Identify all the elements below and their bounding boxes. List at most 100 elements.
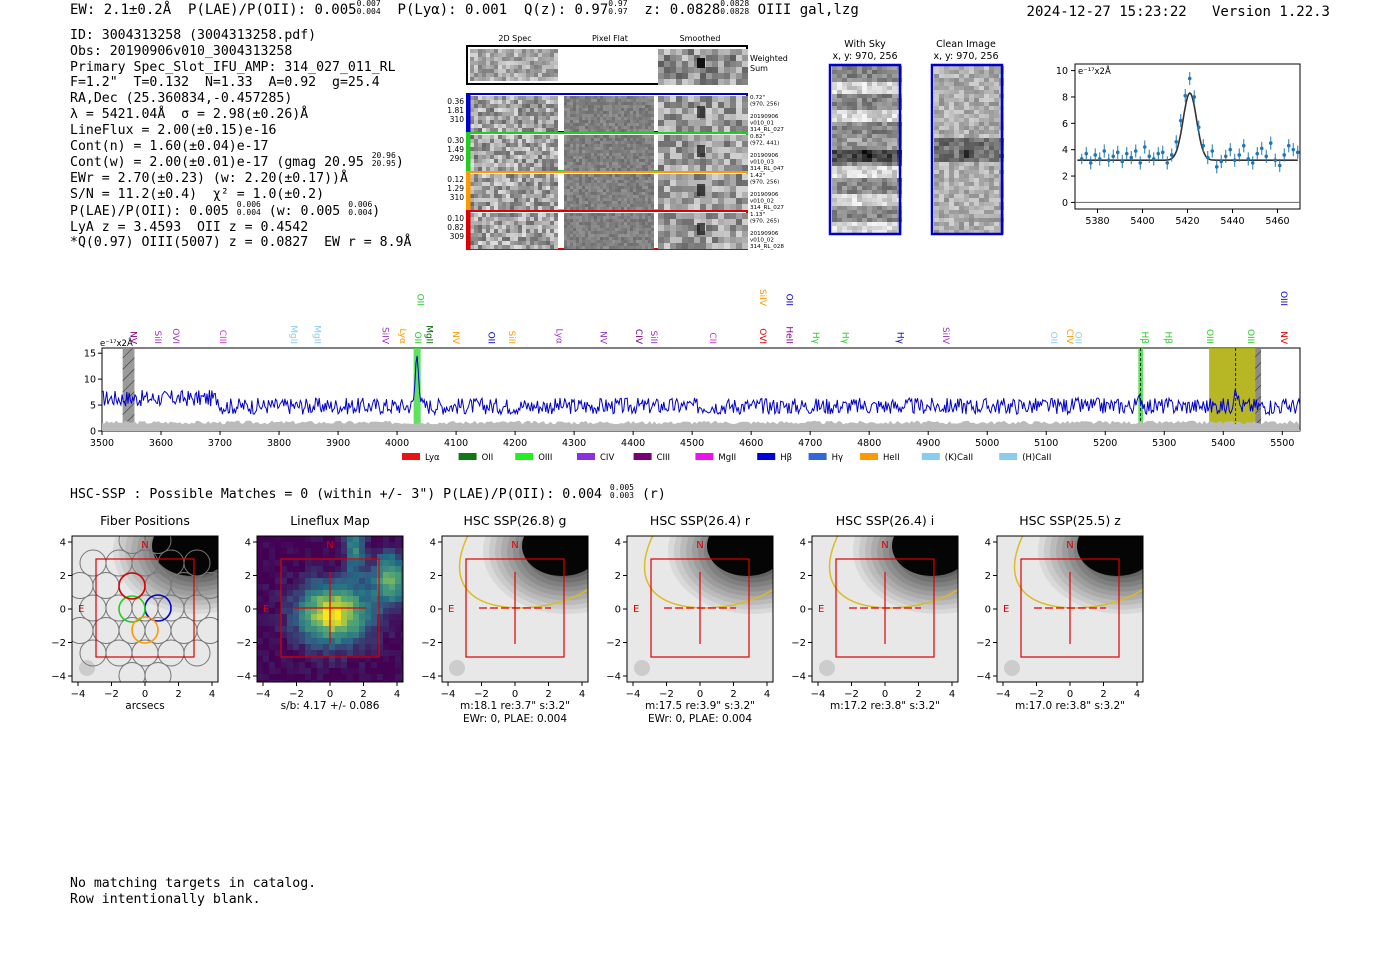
- flux-pixel: [371, 572, 377, 578]
- pixel: [842, 182, 847, 186]
- noise-cell: [490, 96, 494, 100]
- noise-cell: [522, 163, 526, 167]
- noise-cell: [612, 216, 615, 219]
- pixel: [954, 70, 959, 74]
- noise-cell: [567, 195, 570, 198]
- noise-cell: [502, 190, 506, 194]
- noise-cell: [597, 108, 600, 111]
- noise-cell: [470, 143, 474, 147]
- noise-cell: [712, 213, 718, 219]
- noise-cell: [470, 53, 474, 57]
- pixel: [949, 142, 954, 146]
- noise-cell: [585, 138, 588, 141]
- noise-cell: [573, 99, 576, 102]
- flux-pixel: [401, 554, 403, 560]
- noise-cell: [609, 135, 612, 138]
- noise-cell: [594, 186, 597, 189]
- flux-pixel: [347, 560, 353, 566]
- pixel: [979, 170, 984, 174]
- flux-pixel: [269, 656, 275, 662]
- pixel: [964, 210, 969, 214]
- noise-cell: [618, 180, 621, 183]
- noise-cell: [514, 237, 518, 241]
- pixel: [949, 186, 954, 190]
- pixel: [994, 134, 999, 138]
- pixel: [939, 94, 944, 98]
- noise-cell: [597, 234, 600, 237]
- noise-cell: [474, 225, 478, 229]
- noise-cell: [514, 151, 518, 155]
- noise-cell: [542, 135, 546, 139]
- pixel: [954, 114, 959, 118]
- noise-cell: [582, 198, 585, 201]
- info-sn: S/N = 11.2(±0.4) χ² = 1.0(±0.2): [70, 186, 325, 202]
- noise-cell: [522, 167, 526, 171]
- flux-pixel: [287, 536, 293, 542]
- pixel: [882, 174, 887, 178]
- noise-cell: [510, 229, 514, 233]
- pixel: [994, 198, 999, 202]
- flux-pixel: [305, 590, 311, 596]
- pixel: [842, 130, 847, 134]
- noise-cell: [530, 120, 534, 124]
- pixel: [939, 102, 944, 106]
- noise-cell: [621, 183, 624, 186]
- pixel: [852, 230, 857, 234]
- flux-pixel: [299, 596, 305, 602]
- noise-cell: [597, 225, 600, 228]
- noise-cell: [651, 141, 654, 144]
- noise-cell: [550, 128, 554, 132]
- noise-cell: [676, 186, 682, 192]
- noise-cell: [706, 55, 712, 61]
- noise-cell: [478, 178, 482, 182]
- noise-cell: [648, 147, 651, 150]
- noise-cell: [490, 245, 494, 249]
- noise-cell: [648, 207, 651, 210]
- flux-pixel: [299, 638, 305, 644]
- pixel: [959, 174, 964, 178]
- pixel: [867, 106, 872, 110]
- emission-line-label: SiII: [506, 330, 516, 344]
- noise-cell: [514, 178, 518, 182]
- noise-cell: [639, 147, 642, 150]
- pixel: [852, 122, 857, 126]
- noise-cell: [498, 194, 502, 198]
- noise-cell: [506, 65, 510, 69]
- sky-images: With Sky x, y: 970, 256 Clean Image x, y…: [828, 39, 1004, 236]
- pixel: [964, 182, 969, 186]
- noise-cell: [564, 105, 567, 108]
- noise-cell: [612, 183, 615, 186]
- noise-cell: [588, 168, 591, 171]
- noise-cell: [546, 217, 550, 221]
- noise-cell: [514, 53, 518, 57]
- noise-cell: [636, 213, 639, 216]
- noise-cell: [546, 135, 550, 139]
- noise-cell: [474, 104, 478, 108]
- pixel: [939, 130, 944, 134]
- pixel: [882, 78, 887, 82]
- noise-cell: [570, 129, 573, 132]
- noise-cell: [546, 186, 550, 190]
- noise-cell: [474, 213, 478, 217]
- noise-cell: [724, 192, 730, 198]
- noise-cell: [651, 102, 654, 105]
- flux-pixel: [269, 644, 275, 650]
- flux-pixel: [311, 620, 317, 626]
- flux-pixel: [269, 566, 275, 572]
- noise-cell: [627, 219, 630, 222]
- flux-pixel: [323, 536, 329, 542]
- pixel: [847, 206, 852, 210]
- noise-cell: [624, 123, 627, 126]
- noise-cell: [670, 114, 676, 120]
- noise-cell: [621, 174, 624, 177]
- noise-cell: [606, 96, 609, 99]
- noise-cell: [490, 186, 494, 190]
- noise-cell: [624, 102, 627, 105]
- pixel: [882, 82, 887, 86]
- noise-cell: [627, 183, 630, 186]
- noise-cell: [573, 180, 576, 183]
- noise-cell: [526, 155, 530, 159]
- noise-cell: [576, 231, 579, 234]
- noise-cell: [518, 96, 522, 100]
- pixel: [949, 146, 954, 150]
